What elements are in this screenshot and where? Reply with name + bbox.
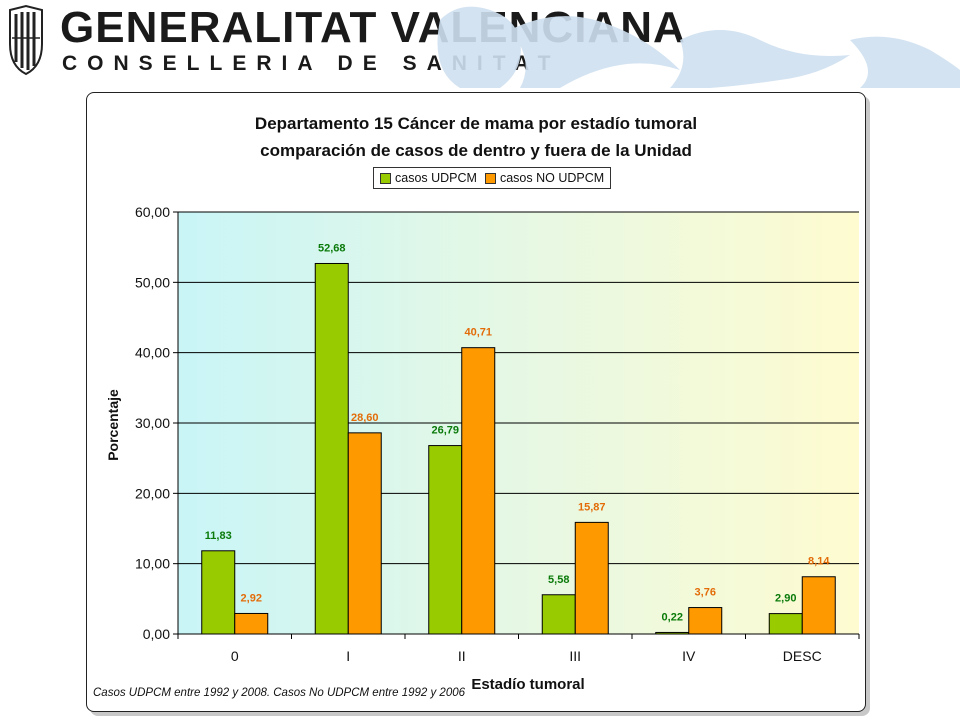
y-tick-label: 30,00	[135, 415, 170, 431]
x-axis-label: Estadío tumoral	[471, 676, 584, 693]
y-tick-label: 50,00	[135, 274, 170, 290]
legend-item-udpcm: casos UDPCM	[380, 171, 477, 185]
bat-logo-watermark-icon	[437, 6, 960, 89]
legend-swatch-udpcm	[380, 172, 391, 184]
chart-panel: 0,00 10,00 20,00 30,00 40,00 50,00 60,00 0 I II I…	[86, 92, 866, 712]
x-tick-label: II	[458, 648, 466, 664]
bar-no-udpcm	[461, 347, 496, 635]
data-label-udpcm: 26,79	[431, 425, 459, 437]
bar-udpcm	[655, 631, 690, 635]
data-label-no-udpcm: 15,87	[578, 501, 606, 513]
bar-udpcm	[428, 445, 463, 635]
legend-swatch-no-udpcm	[484, 172, 496, 184]
bars	[201, 262, 836, 635]
chart-subtitle: comparación de casos de dentro y fuera d…	[260, 141, 692, 160]
y-tick-label: 40,00	[135, 345, 170, 361]
header-banner: GENERALITAT VALENCIANA CONSELLERIA DE SA…	[0, 0, 960, 90]
x-tick-label: 0	[231, 648, 239, 664]
x-tick-label: DESC	[783, 648, 822, 664]
bar-no-udpcm	[801, 576, 836, 635]
legend-item-no-udpcm: casos NO UDPCM	[484, 171, 605, 185]
data-label-udpcm: 11,83	[205, 530, 232, 542]
data-label-no-udpcm: 28,60	[351, 412, 379, 424]
data-label-udpcm: 0,22	[662, 611, 683, 623]
bar-udpcm	[768, 613, 803, 635]
data-label-no-udpcm: 40,71	[464, 327, 492, 339]
chart-legend: casos UDPCM casos NO UDPCM	[373, 167, 612, 189]
data-label-no-udpcm: 8,14	[808, 556, 830, 568]
bar-no-udpcm	[574, 521, 609, 635]
x-tick-label: IV	[682, 648, 696, 664]
bar-udpcm	[541, 594, 576, 635]
chart-title: Departamento 15 Cáncer de mama por estad…	[254, 114, 698, 133]
bar-no-udpcm	[688, 607, 723, 635]
bar-no-udpcm	[234, 612, 269, 635]
x-tick-label: I	[346, 648, 350, 664]
y-axis-label: Porcentaje	[105, 389, 121, 461]
bar-labels: 11,83 2,92 52,68 28,60 26,79 40,71 5,58 15,87 0,…	[205, 242, 831, 623]
y-tick-label: 0,00	[143, 626, 170, 642]
y-axis: 0,00 10,00 20,00 30,00 40,00 50,00 60,00	[135, 204, 179, 642]
coat-of-arms-icon	[9, 4, 43, 76]
bar-udpcm	[201, 550, 236, 635]
data-label-no-udpcm: 3,76	[695, 587, 716, 599]
bar-no-udpcm	[347, 432, 382, 635]
footnote: Casos UDPCM entre 1992 y 2008. Casos No …	[93, 687, 466, 699]
data-label-udpcm: 2,90	[775, 593, 796, 605]
department-name: CONSELLERIA DE SANITAT	[62, 52, 561, 75]
data-label-udpcm: 52,68	[318, 242, 346, 254]
data-label-no-udpcm: 2,92	[241, 592, 262, 604]
x-tick-label: III	[569, 648, 581, 664]
y-tick-label: 60,00	[135, 204, 170, 220]
y-tick-label: 20,00	[135, 485, 170, 501]
y-tick-label: 10,00	[135, 556, 170, 572]
data-label-udpcm: 5,58	[548, 574, 569, 586]
x-axis: 0 I II III IV DESC	[177, 633, 860, 664]
legend-label-udpcm: casos UDPCM	[395, 171, 477, 185]
bar-udpcm	[314, 262, 349, 635]
legend-label-no-udpcm: casos NO UDPCM	[499, 171, 605, 185]
